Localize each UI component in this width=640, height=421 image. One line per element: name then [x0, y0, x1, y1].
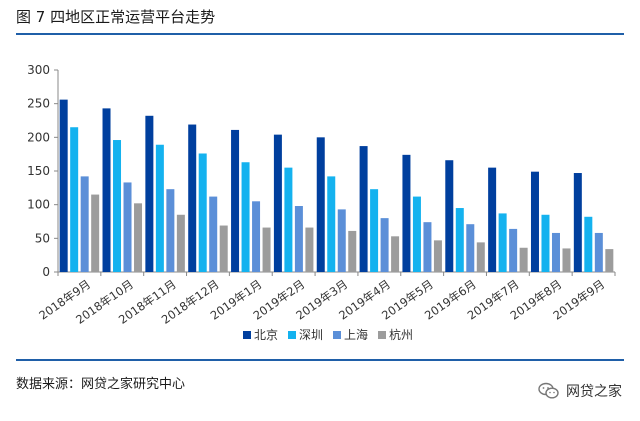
bar-3	[423, 222, 432, 272]
bar-3	[252, 201, 261, 272]
bar-1	[102, 108, 111, 272]
legend-swatch	[243, 331, 251, 339]
watermark: 网贷之家	[538, 381, 622, 401]
bar-1	[273, 134, 282, 272]
bar-3	[80, 176, 89, 272]
bar-2	[113, 140, 122, 272]
y-tick-label: 150	[27, 164, 50, 178]
bar-2	[155, 144, 164, 272]
bar-4	[391, 236, 400, 272]
legend-swatch	[378, 331, 386, 339]
bar-chart: 0501001502002503002018年9月2018年10月2018年11…	[27, 63, 616, 342]
bar-2	[370, 189, 379, 272]
y-tick-label: 100	[27, 198, 50, 212]
bar-2	[241, 162, 250, 272]
bar-4	[433, 240, 442, 272]
y-tick-label: 300	[27, 63, 50, 77]
bar-4	[519, 247, 528, 272]
bar-1	[316, 137, 325, 272]
bar-4	[262, 227, 271, 272]
bar-4	[176, 214, 185, 272]
watermark-text: 网贷之家	[566, 384, 622, 400]
data-source: 数据来源：网贷之家研究中心	[16, 377, 186, 392]
bar-3	[294, 206, 303, 272]
legend-swatch	[288, 331, 296, 339]
bar-2	[198, 153, 207, 272]
bar-2	[584, 216, 593, 272]
bar-4	[605, 249, 614, 272]
bar-4	[348, 230, 357, 272]
bar-1	[59, 99, 68, 272]
bar-1	[402, 154, 411, 272]
bar-2	[541, 214, 550, 272]
bar-1	[188, 124, 197, 272]
top-divider	[16, 33, 624, 35]
legend-label: 深圳	[299, 328, 323, 342]
bar-2	[498, 213, 507, 272]
bar-1	[231, 129, 240, 272]
bar-3	[209, 196, 218, 272]
y-tick-label: 50	[35, 231, 50, 245]
bar-3	[380, 218, 389, 272]
bar-4	[562, 248, 571, 272]
bar-2	[327, 176, 336, 272]
bar-3	[123, 182, 132, 272]
bar-1	[530, 171, 539, 272]
bar-2	[70, 127, 79, 272]
y-tick-label: 250	[27, 97, 50, 111]
chart-title: 图 7 四地区正常运营平台走势	[16, 8, 216, 26]
y-tick-label: 200	[27, 130, 50, 144]
bar-1	[488, 167, 497, 272]
legend-swatch	[333, 331, 341, 339]
bar-4	[219, 225, 228, 272]
wechat-icon	[538, 382, 559, 399]
bar-2	[455, 208, 464, 272]
legend-label: 北京	[254, 328, 278, 342]
bar-1	[359, 146, 368, 272]
legend-label: 上海	[344, 327, 368, 342]
bar-1	[573, 173, 582, 272]
bar-3	[551, 232, 560, 272]
bar-3	[509, 228, 518, 272]
bar-1	[445, 160, 454, 272]
bar-2	[412, 196, 421, 272]
bar-3	[166, 189, 175, 272]
legend-label: 杭州	[389, 327, 413, 342]
bar-2	[284, 167, 293, 272]
bar-4	[134, 203, 143, 272]
bar-3	[594, 232, 603, 272]
bar-4	[305, 227, 314, 272]
bar-3	[337, 209, 346, 272]
bottom-divider	[16, 359, 624, 361]
bar-3	[466, 224, 475, 272]
bar-1	[145, 115, 154, 272]
bar-4	[476, 242, 485, 272]
bar-4	[91, 194, 100, 272]
y-tick-label: 0	[42, 265, 50, 279]
